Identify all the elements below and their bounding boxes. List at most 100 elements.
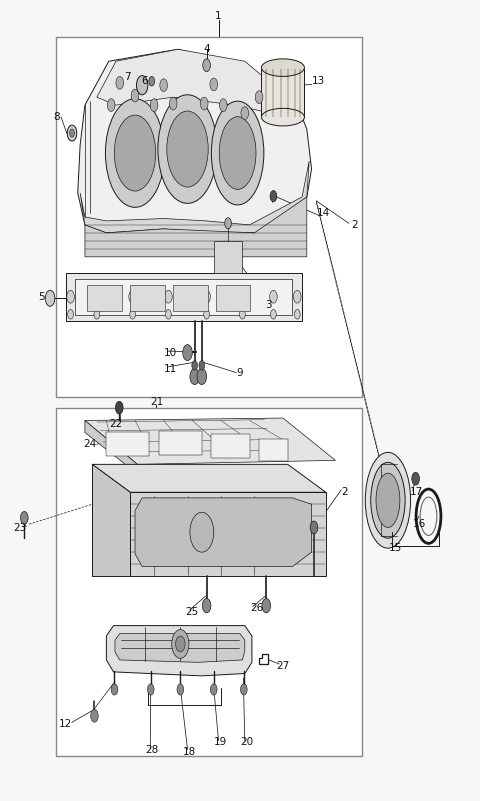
Circle shape <box>94 309 100 319</box>
Circle shape <box>210 78 217 91</box>
Circle shape <box>197 368 206 384</box>
Ellipse shape <box>167 111 208 187</box>
Polygon shape <box>85 421 137 474</box>
Text: 2: 2 <box>351 220 358 230</box>
Polygon shape <box>107 626 252 676</box>
Text: 20: 20 <box>240 737 254 747</box>
Circle shape <box>294 309 300 319</box>
Polygon shape <box>85 197 307 257</box>
Polygon shape <box>78 50 312 233</box>
Ellipse shape <box>262 58 304 76</box>
Text: 22: 22 <box>109 420 122 429</box>
Text: 15: 15 <box>388 543 402 553</box>
Polygon shape <box>85 418 336 465</box>
Circle shape <box>166 309 171 319</box>
Circle shape <box>190 368 199 384</box>
Circle shape <box>149 76 155 86</box>
Ellipse shape <box>158 95 217 203</box>
Circle shape <box>183 344 192 360</box>
Text: 17: 17 <box>410 487 423 497</box>
Circle shape <box>176 636 185 652</box>
Circle shape <box>199 360 204 370</box>
Circle shape <box>108 99 115 111</box>
Text: 18: 18 <box>183 747 196 757</box>
Bar <box>159 431 202 455</box>
Circle shape <box>192 360 198 370</box>
Circle shape <box>150 99 158 111</box>
Circle shape <box>202 598 211 613</box>
Circle shape <box>93 290 101 303</box>
Circle shape <box>70 129 74 137</box>
Text: 13: 13 <box>312 76 325 87</box>
Bar <box>75 280 292 315</box>
Bar <box>107 433 149 457</box>
Text: 25: 25 <box>186 607 199 617</box>
Circle shape <box>177 684 184 695</box>
Circle shape <box>67 125 77 141</box>
Text: 4: 4 <box>204 44 210 54</box>
Ellipse shape <box>371 462 405 538</box>
Circle shape <box>203 58 210 71</box>
Circle shape <box>116 76 123 89</box>
Polygon shape <box>66 273 302 320</box>
Circle shape <box>131 89 139 102</box>
Ellipse shape <box>262 108 304 126</box>
Text: 12: 12 <box>59 718 72 729</box>
Circle shape <box>136 75 148 95</box>
Circle shape <box>116 401 123 414</box>
Circle shape <box>225 218 231 229</box>
Circle shape <box>240 309 245 319</box>
Text: 19: 19 <box>214 737 228 747</box>
Circle shape <box>129 290 136 303</box>
Text: 21: 21 <box>150 397 163 407</box>
Text: 27: 27 <box>276 661 289 670</box>
Bar <box>56 409 362 755</box>
Text: 5: 5 <box>39 292 45 302</box>
Circle shape <box>21 512 28 524</box>
Text: 16: 16 <box>412 519 426 529</box>
Ellipse shape <box>376 473 400 527</box>
Bar <box>87 285 121 311</box>
Circle shape <box>271 309 276 319</box>
Text: 1: 1 <box>215 10 222 21</box>
Bar <box>211 434 250 458</box>
Circle shape <box>160 78 168 91</box>
Text: 2: 2 <box>342 487 348 497</box>
Circle shape <box>203 290 210 303</box>
Bar <box>262 69 304 117</box>
Bar <box>216 285 251 311</box>
Text: 10: 10 <box>164 348 178 357</box>
Polygon shape <box>135 498 312 566</box>
Bar <box>130 285 165 311</box>
Text: 24: 24 <box>83 440 96 449</box>
Ellipse shape <box>106 99 165 207</box>
Circle shape <box>240 684 247 695</box>
Text: 28: 28 <box>145 745 158 755</box>
Circle shape <box>165 290 172 303</box>
Circle shape <box>412 473 420 485</box>
Ellipse shape <box>219 117 256 189</box>
Ellipse shape <box>211 101 264 205</box>
Circle shape <box>310 521 318 533</box>
Circle shape <box>270 290 277 303</box>
Circle shape <box>172 630 189 658</box>
Circle shape <box>210 684 217 695</box>
Circle shape <box>262 598 271 613</box>
Polygon shape <box>80 161 309 233</box>
Circle shape <box>239 290 246 303</box>
Text: 26: 26 <box>250 603 264 613</box>
Polygon shape <box>115 634 245 662</box>
Text: 3: 3 <box>265 300 272 310</box>
Text: 8: 8 <box>53 112 60 122</box>
Bar <box>259 439 288 461</box>
Circle shape <box>219 99 227 111</box>
Polygon shape <box>130 493 326 576</box>
Circle shape <box>293 290 301 303</box>
Circle shape <box>204 309 209 319</box>
Ellipse shape <box>365 453 410 548</box>
Bar <box>56 38 362 396</box>
Circle shape <box>91 710 98 723</box>
Circle shape <box>45 290 55 306</box>
Text: 7: 7 <box>124 72 131 83</box>
Ellipse shape <box>114 115 156 191</box>
